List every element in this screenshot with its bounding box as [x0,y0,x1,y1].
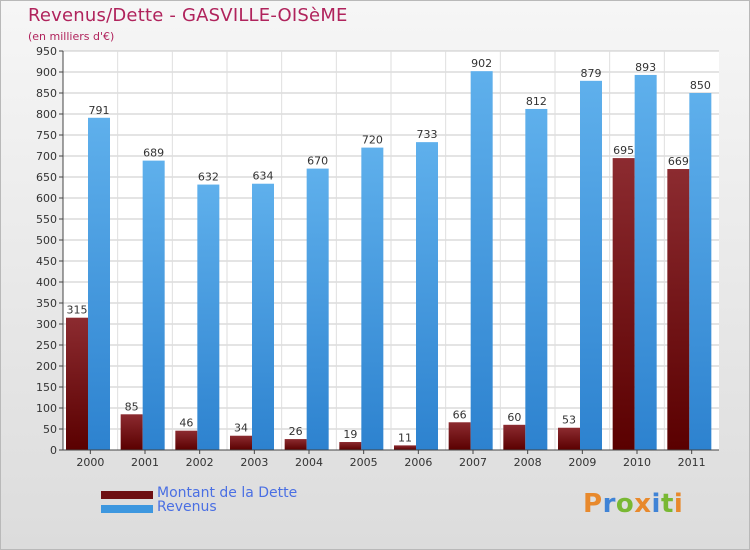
bar-dette [120,414,143,450]
logo-letter: o [615,489,635,519]
data-label-dette: 26 [289,425,303,438]
data-label-revenus: 893 [635,61,656,74]
bar-revenus [306,168,329,450]
chart-title: Revenus/Dette - GASVILLE-OISèME [28,5,348,26]
y-tick-label: 650 [36,171,57,184]
data-label-dette: 695 [613,144,634,157]
logo-letter: x [634,489,652,519]
data-label-revenus: 670 [307,155,328,168]
logo-letter: P [583,489,603,519]
bar-revenus [142,160,165,450]
x-tick-label: 2005 [350,456,378,469]
data-label-revenus: 791 [89,104,110,117]
y-tick-label: 750 [36,129,57,142]
legend-label-dette: Montant de la Dette [157,485,298,501]
chart-subtitle: (en milliers d'€) [28,30,115,43]
data-label-dette: 34 [234,422,248,435]
proxiti-logo: Proxiti [583,489,683,519]
y-tick-label: 0 [50,444,57,457]
x-tick-label: 2008 [514,456,542,469]
data-label-dette: 315 [67,304,88,317]
x-tick-label: 2009 [568,456,596,469]
y-tick-label: 200 [36,360,57,373]
bar-dette [667,169,690,450]
data-label-revenus: 812 [526,95,547,108]
y-tick-label: 300 [36,318,57,331]
x-tick-label: 2000 [76,456,104,469]
bar-dette [503,424,526,450]
y-tick-label: 400 [36,276,57,289]
bar-dette [558,427,580,450]
data-label-dette: 19 [343,428,357,441]
data-label-revenus: 634 [253,170,274,183]
data-label-revenus: 879 [581,67,602,80]
legend-swatch-revenus [101,505,153,513]
data-label-dette: 60 [507,411,521,424]
bar-dette [230,435,252,450]
bar-dette [448,422,471,450]
bar-dette [284,439,307,450]
y-tick-label: 450 [36,255,57,268]
data-label-revenus: 733 [417,128,438,141]
data-label-dette: 669 [668,155,689,168]
bar-revenus [88,117,110,450]
bar-dette [612,158,635,450]
data-label-dette: 85 [125,400,139,413]
bar-dette [339,442,362,450]
logo-letter: i [673,489,684,519]
y-tick-label: 500 [36,234,57,247]
y-tick-label: 150 [36,381,57,394]
y-tick-label: 250 [36,339,57,352]
y-tick-label: 700 [36,150,57,163]
bar-revenus [416,142,438,450]
bar-revenus [689,93,712,450]
y-tick-label: 800 [36,108,57,121]
logo-letter: r [602,489,616,519]
x-tick-label: 2002 [186,456,214,469]
data-label-revenus: 850 [690,79,711,92]
bar-dette [66,317,88,450]
data-label-revenus: 902 [471,57,492,70]
x-tick-label: 2010 [623,456,651,469]
bar-dette [175,430,198,450]
legend-swatch-dette [101,491,153,499]
data-label-revenus: 720 [362,134,383,147]
x-tick-label: 2004 [295,456,323,469]
x-tick-label: 2003 [240,456,268,469]
bar-revenus [252,183,274,450]
data-label-dette: 46 [179,417,193,430]
data-label-dette: 53 [562,414,576,427]
data-label-revenus: 689 [143,147,164,160]
logo-letter: i [651,489,661,519]
y-tick-label: 950 [36,45,57,58]
y-tick-label: 600 [36,192,57,205]
y-tick-label: 550 [36,213,57,226]
data-label-revenus: 632 [198,171,219,184]
data-label-dette: 11 [398,431,412,444]
y-tick-label: 900 [36,66,57,79]
bar-revenus [197,184,220,450]
x-tick-label: 2001 [131,456,159,469]
bar-dette [394,445,416,450]
bar-revenus [634,74,657,450]
legend-label-revenus: Revenus [157,499,217,515]
data-label-dette: 66 [453,408,467,421]
x-tick-label: 2007 [459,456,487,469]
x-tick-label: 2006 [404,456,432,469]
bar-revenus [470,71,493,450]
bar-revenus [525,108,548,451]
x-tick-label: 2011 [678,456,706,469]
y-tick-label: 50 [43,423,57,436]
logo-letter: t [660,489,674,519]
y-tick-label: 850 [36,87,57,100]
y-tick-label: 350 [36,297,57,310]
y-tick-label: 100 [36,402,57,415]
bar-revenus [361,147,384,450]
bar-revenus [580,80,602,450]
